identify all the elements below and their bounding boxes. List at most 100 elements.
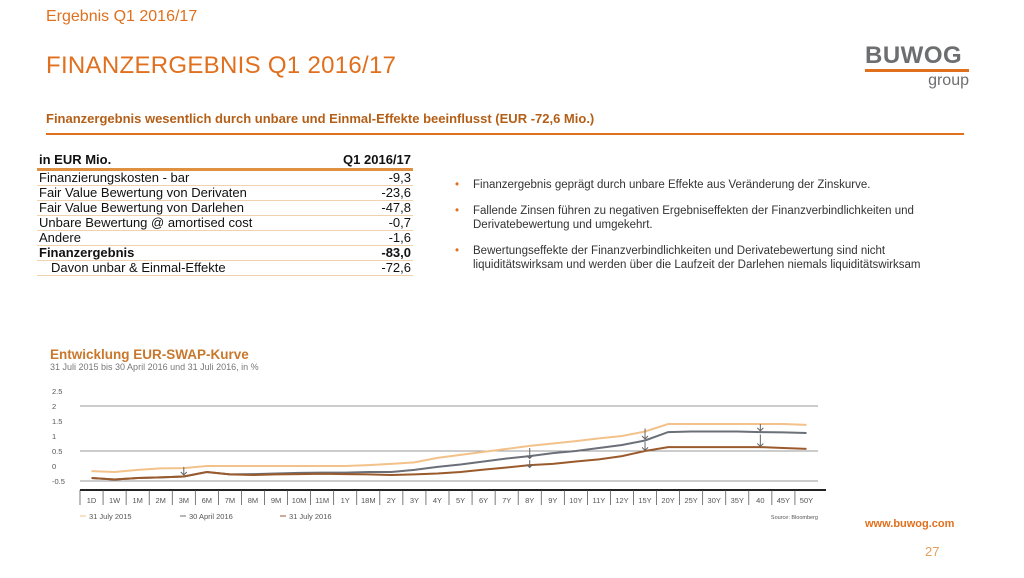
x-tick-label: 4Y <box>433 496 442 505</box>
x-tick-label: 7Y <box>502 496 511 505</box>
column-header: Q1 2016/17 <box>319 151 413 171</box>
row-label: Fair Value Bewertung von Derivaten <box>37 185 320 201</box>
x-tick-label: 11Y <box>593 496 606 505</box>
arrow-down-icon <box>641 428 649 440</box>
x-tick-label: 8Y <box>525 496 534 505</box>
x-tick-label: 15Y <box>638 496 651 505</box>
section-label: Ergebnis Q1 2016/17 <box>46 8 198 25</box>
logo-name: BUWOG <box>865 42 963 69</box>
legend-label: 31 July 2016 <box>289 512 332 521</box>
row-value: -1,6 <box>319 230 413 246</box>
chart-subtitle: 31 Juli 2015 bis 30 April 2016 und 31 Ju… <box>50 362 259 372</box>
series-line <box>91 446 807 481</box>
row-value: -72,6 <box>319 260 413 276</box>
y-tick-label: -0.5 <box>52 477 65 486</box>
bullet-item: • Fallende Zinsen führen zu negativen Erg… <box>455 204 975 232</box>
x-tick-label: 2Y <box>387 496 396 505</box>
x-tick-label: 2M <box>156 496 166 505</box>
x-tick-label: 25Y <box>684 496 697 505</box>
table-row: Finanzergebnis -83,0 <box>37 245 413 261</box>
chart-title: Entwicklung EUR-SWAP-Kurve <box>50 347 249 362</box>
arrow-down-icon <box>180 466 188 476</box>
financial-table: in EUR Mio. Q1 2016/17 Finanzierungskost… <box>37 151 413 276</box>
legend-label: 30 April 2016 <box>189 512 233 521</box>
page-number: 27 <box>925 544 940 559</box>
row-value: -47,8 <box>319 200 413 216</box>
x-tick-label: 5Y <box>456 496 465 505</box>
table-row: Andere -1,6 <box>37 230 413 246</box>
x-tick-label: 9Y <box>548 496 557 505</box>
x-tick-label: 12Y <box>615 496 628 505</box>
bullet-icon: • <box>455 245 460 257</box>
table-row: Fair Value Bewertung von Darlehen -47,8 <box>37 200 413 216</box>
x-tick-label: 1Y <box>341 496 350 505</box>
series-line <box>91 423 807 474</box>
x-tick-label: 6Y <box>479 496 488 505</box>
x-tick-label: 7M <box>225 496 235 505</box>
column-header: in EUR Mio. <box>37 151 320 171</box>
subtitle: Finanzergebnis wesentlich durch unbare u… <box>46 111 595 126</box>
row-label: Davon unbar & Einmal-Effekte <box>37 260 320 276</box>
bullet-text: Finanzergebnis geprägt durch unbare Effe… <box>473 179 871 191</box>
arrow-down-icon <box>756 434 764 448</box>
row-value: -9,3 <box>319 169 413 186</box>
y-tick-label: 2 <box>52 402 56 411</box>
divider <box>46 133 964 135</box>
source-note: Source: Bloomberg <box>771 515 818 521</box>
bullet-list: • Finanzergebnis geprägt durch unbare Eff… <box>455 178 975 284</box>
arrow-down-icon <box>526 460 534 469</box>
legend-label: 31 July 2015 <box>89 512 132 521</box>
row-label: Fair Value Bewertung von Darlehen <box>37 200 320 216</box>
x-tick-label: 9M <box>271 496 281 505</box>
row-value: -23,6 <box>319 185 413 201</box>
logo-sub: group <box>928 72 969 89</box>
x-tick-label: 30Y <box>708 496 721 505</box>
table-row: Unbare Bewertung @ amortised cost -0,7 <box>37 215 413 231</box>
row-label: Unbare Bewertung @ amortised cost <box>37 215 320 231</box>
x-tick-label: 1W <box>109 496 121 505</box>
x-tick-label: 3M <box>179 496 189 505</box>
row-label: Finanzergebnis <box>37 245 320 261</box>
x-tick-label: 3Y <box>410 496 419 505</box>
x-tick-label: 35Y <box>731 496 744 505</box>
arrow-down-icon <box>641 442 649 452</box>
x-tick-label: 10Y <box>569 496 582 505</box>
x-tick-label: 1D <box>87 496 97 505</box>
page-title: FINANZERGEBNIS Q1 2016/17 <box>46 52 397 79</box>
row-label: Andere <box>37 230 320 246</box>
x-tick-label: 18M <box>361 496 376 505</box>
x-tick-label: 6M <box>202 496 212 505</box>
x-tick-label: 20Y <box>661 496 674 505</box>
y-tick-label: 0 <box>52 462 56 471</box>
x-tick-label: 11M <box>315 496 329 505</box>
row-value: -0,7 <box>319 215 413 231</box>
buwog-logo: BUWOG group <box>865 44 969 89</box>
row-value: -83,0 <box>319 245 413 261</box>
bullet-icon: • <box>455 179 460 191</box>
bullet-icon: • <box>455 205 460 217</box>
y-tick-label: 1.5 <box>52 417 62 426</box>
x-tick-label: 10M <box>292 496 307 505</box>
website-link[interactable]: www.buwog.com <box>865 518 955 530</box>
bullet-item: • Bewertungseffekte der Finanzverbindlich… <box>455 244 975 272</box>
arrow-down-icon <box>756 424 764 432</box>
y-tick-label: 2.5 <box>52 387 62 396</box>
y-tick-label: 1 <box>52 432 56 441</box>
y-tick-label: 0.5 <box>52 447 62 456</box>
arrow-down-icon <box>526 448 534 460</box>
logo-bar <box>865 69 969 72</box>
x-tick-label: 50Y <box>800 496 813 505</box>
x-tick-label: 45Y <box>777 496 790 505</box>
table-row: Davon unbar & Einmal-Effekte -72,6 <box>37 260 413 276</box>
bullet-item: • Finanzergebnis geprägt durch unbare Eff… <box>455 178 975 192</box>
x-tick-label: 40 <box>756 496 764 505</box>
bullet-text: Fallende Zinsen führen zu negativen Erge… <box>473 205 914 231</box>
table-row: Fair Value Bewertung von Derivaten -23,6 <box>37 185 413 201</box>
row-label: Finanzierungskosten - bar <box>37 169 320 186</box>
x-tick-label: 8M <box>248 496 258 505</box>
x-tick-label: 1M <box>132 496 142 505</box>
table-row: Finanzierungskosten - bar -9,3 <box>37 169 413 186</box>
bullet-text: Bewertungseffekte der Finanzverbindlichk… <box>473 245 921 271</box>
